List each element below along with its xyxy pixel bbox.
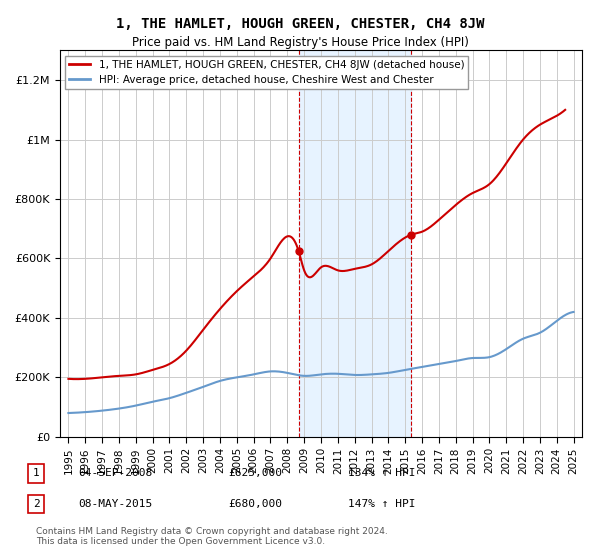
Text: £625,000: £625,000 — [228, 468, 282, 478]
Text: 147% ↑ HPI: 147% ↑ HPI — [348, 499, 415, 509]
Text: £680,000: £680,000 — [228, 499, 282, 509]
Text: 1: 1 — [32, 468, 40, 478]
Text: Price paid vs. HM Land Registry's House Price Index (HPI): Price paid vs. HM Land Registry's House … — [131, 36, 469, 49]
Text: 04-SEP-2008: 04-SEP-2008 — [78, 468, 152, 478]
Text: 2: 2 — [32, 499, 40, 509]
Text: Contains HM Land Registry data © Crown copyright and database right 2024.
This d: Contains HM Land Registry data © Crown c… — [36, 526, 388, 546]
Text: 1: 1 — [295, 62, 302, 72]
Text: 1, THE HAMLET, HOUGH GREEN, CHESTER, CH4 8JW: 1, THE HAMLET, HOUGH GREEN, CHESTER, CH4… — [116, 17, 484, 31]
Legend: 1, THE HAMLET, HOUGH GREEN, CHESTER, CH4 8JW (detached house), HPI: Average pric: 1, THE HAMLET, HOUGH GREEN, CHESTER, CH4… — [65, 55, 469, 89]
Text: 2: 2 — [407, 62, 415, 72]
Bar — [299, 50, 411, 437]
Text: 134% ↑ HPI: 134% ↑ HPI — [348, 468, 415, 478]
Text: 08-MAY-2015: 08-MAY-2015 — [78, 499, 152, 509]
